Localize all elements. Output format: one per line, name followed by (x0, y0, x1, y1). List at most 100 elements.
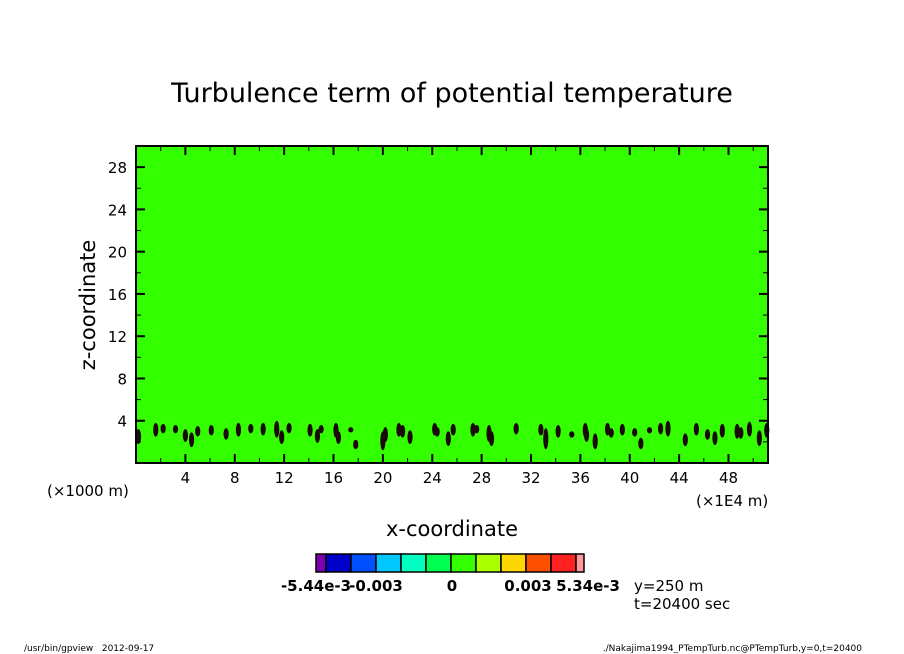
x-tick-label: 48 (719, 469, 738, 487)
contour-blob (248, 423, 254, 434)
contour-blob (434, 427, 440, 437)
contour-blob (632, 428, 638, 437)
contour-blob (400, 424, 406, 438)
colorbar-swatch (525, 553, 552, 573)
colorbar-swatch (350, 553, 377, 573)
contour-blob (188, 432, 195, 448)
colorbar-swatch (425, 553, 452, 573)
contour-blob (470, 422, 476, 437)
contour-blob (307, 423, 313, 437)
contour-blob (348, 427, 354, 433)
contour-blob (746, 421, 753, 437)
contour-blob (445, 431, 451, 447)
contour-blob (182, 429, 188, 442)
x-axis-label: x-coordinate (386, 517, 518, 541)
x-tick-label: 4 (181, 469, 191, 487)
contour-blob (719, 423, 725, 438)
y-tick-label: 4 (117, 413, 127, 431)
x-tick-label: 32 (521, 469, 540, 487)
plot-frame (135, 145, 769, 464)
x-tick-label: 36 (571, 469, 590, 487)
contour-blob (450, 423, 456, 436)
contour-blob (353, 439, 359, 450)
colorbar-label-2: 0 (447, 577, 457, 595)
contour-blob (407, 430, 413, 444)
contour-blob (208, 424, 214, 436)
colorbar (315, 553, 585, 573)
contour-blob (543, 428, 549, 450)
contour-blob (756, 430, 762, 447)
contour-blob (153, 422, 159, 437)
y-tick-label: 12 (108, 328, 127, 346)
colorbar-label-4: 5.34e-3 (556, 577, 620, 595)
y-tick-label: 20 (108, 244, 127, 262)
x-tick-label: 28 (472, 469, 491, 487)
colorbar-swatch (315, 553, 327, 573)
contour-blob (135, 429, 142, 444)
colorbar-swatch (400, 553, 427, 573)
footer-left: /usr/bin/gpview 2012-09-17 (24, 644, 154, 654)
contour-blob (223, 428, 229, 440)
contour-blob (665, 420, 671, 437)
contour-blob (658, 422, 664, 435)
colorbar-swatch (475, 553, 502, 573)
contour-blob (555, 424, 561, 438)
contour-blob (712, 431, 718, 446)
footer-right: ./Nakajima1994_PTempTurb.nc@PTempTurb,y=… (603, 644, 863, 654)
contour-blob (195, 426, 201, 437)
contour-blob (488, 431, 495, 447)
plot-background (136, 146, 768, 463)
contour-blob (274, 420, 280, 438)
y-tick-label: 28 (108, 159, 127, 177)
x-tick-label: 16 (324, 469, 343, 487)
contour-blob (513, 422, 519, 435)
contour-blob (286, 422, 292, 434)
contour-blob (619, 423, 625, 436)
x-tick-label: 20 (373, 469, 392, 487)
contour-blob (474, 424, 480, 434)
y-tick-label: 8 (117, 370, 127, 388)
contour-blob (738, 427, 744, 439)
contour-blob (160, 423, 166, 434)
contour-blob (646, 427, 653, 434)
contour-blob (638, 437, 644, 450)
contour-blobs (135, 420, 770, 451)
contour-blob (172, 424, 179, 434)
x-tick-label: 40 (620, 469, 639, 487)
contour-blob (693, 422, 700, 436)
contour-blob (382, 427, 388, 442)
colorbar-label-1: -0.003 (349, 577, 403, 595)
x-tick-label: 12 (275, 469, 294, 487)
colorbar-swatch (450, 553, 477, 573)
chart-title: Turbulence term of potential temperature (170, 78, 733, 109)
y-unit-note: (×1000 m) (47, 482, 129, 500)
y-axis-label: z-coordinate (76, 240, 100, 371)
contour-blob (592, 433, 598, 450)
contour-blob (682, 433, 688, 447)
contour-blob (608, 428, 614, 438)
colorbar-swatch (500, 553, 527, 573)
contour-blob (704, 429, 711, 440)
contour-blob (538, 423, 544, 436)
contour-blob (235, 422, 242, 437)
y-slice-annotation: y=250 m (634, 577, 703, 595)
time-annotation: t=20400 sec (634, 595, 730, 613)
x-unit-note: (×1E4 m) (696, 492, 768, 510)
colorbar-swatch (325, 553, 352, 573)
contour-blob (260, 422, 266, 436)
contour-blob (335, 431, 342, 444)
x-tick-label: 8 (230, 469, 240, 487)
colorbar-label-3: 0.003 (504, 577, 551, 595)
colorbar-swatch (575, 553, 585, 573)
contour-blob (279, 430, 285, 444)
colorbar-label-0: -5.44e-3 (281, 577, 351, 595)
x-tick-label: 44 (670, 469, 689, 487)
contour-blob (318, 424, 324, 434)
colorbar-swatch (375, 553, 402, 573)
contour-blob (314, 429, 321, 443)
x-tick-label: 24 (423, 469, 442, 487)
y-tick-label: 16 (108, 286, 127, 304)
colorbar-swatch (550, 553, 577, 573)
